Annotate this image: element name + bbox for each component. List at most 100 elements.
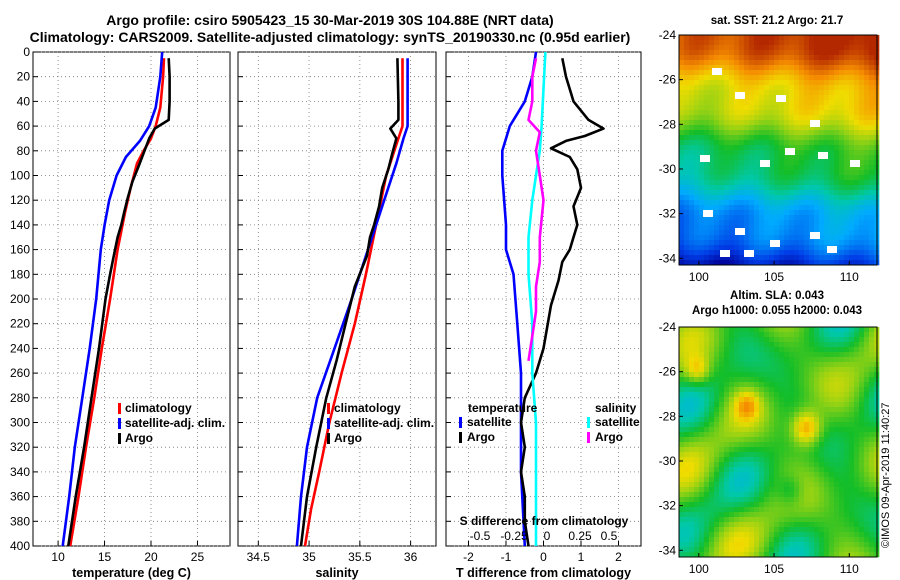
map-cell bbox=[749, 337, 755, 343]
map-cell bbox=[859, 397, 865, 403]
map-cell bbox=[834, 205, 840, 211]
map-cell bbox=[744, 457, 750, 463]
map-y-tick-label: -32 bbox=[659, 207, 677, 221]
map-cell bbox=[724, 70, 730, 76]
map-cell bbox=[679, 165, 685, 171]
map-cell bbox=[699, 342, 705, 348]
map-cell bbox=[799, 492, 805, 498]
map-cell bbox=[844, 412, 850, 418]
map-cell bbox=[719, 45, 725, 51]
map-cell bbox=[764, 347, 770, 353]
map-cell bbox=[689, 452, 695, 458]
map-cell bbox=[719, 332, 725, 338]
map-cell bbox=[704, 467, 710, 473]
map-y-tick-label: -24 bbox=[659, 28, 677, 42]
map-cell bbox=[744, 412, 750, 418]
map-cell bbox=[814, 255, 820, 261]
map-cell bbox=[854, 502, 860, 508]
map-cell bbox=[754, 517, 760, 523]
map-cell bbox=[834, 45, 840, 51]
map-cell bbox=[839, 542, 845, 548]
map-cell bbox=[729, 387, 735, 393]
map-cell bbox=[744, 372, 750, 378]
map-cell bbox=[759, 512, 765, 518]
map-cell bbox=[804, 250, 810, 256]
map-cell bbox=[739, 457, 745, 463]
map-cell bbox=[684, 422, 690, 428]
map-cell bbox=[809, 522, 815, 528]
map-cell bbox=[774, 210, 780, 216]
map-cell bbox=[834, 387, 840, 393]
map-cell bbox=[784, 337, 790, 343]
map-cell bbox=[804, 85, 810, 91]
map-cell bbox=[709, 372, 715, 378]
legend-swatch bbox=[459, 417, 462, 428]
map-cell bbox=[819, 80, 825, 86]
map-cell bbox=[704, 100, 710, 106]
map-cell bbox=[829, 100, 835, 106]
map-cloud-gap bbox=[720, 250, 730, 257]
map-cell bbox=[774, 200, 780, 206]
map-cell bbox=[689, 175, 695, 181]
map-cell bbox=[719, 210, 725, 216]
map-cell bbox=[829, 357, 835, 363]
map-cell bbox=[719, 497, 725, 503]
map-cell bbox=[789, 215, 795, 221]
map-cell bbox=[864, 155, 870, 161]
map-cell bbox=[859, 402, 865, 408]
map-cell bbox=[854, 260, 860, 266]
map-cell bbox=[679, 522, 685, 528]
map-cell bbox=[854, 195, 860, 201]
map-cell bbox=[739, 215, 745, 221]
x-tick-label: 35.5 bbox=[348, 550, 372, 564]
map-cell bbox=[684, 427, 690, 433]
map-cell bbox=[844, 105, 850, 111]
map-cell bbox=[764, 180, 770, 186]
map-cell bbox=[839, 517, 845, 523]
map-cell bbox=[834, 537, 840, 543]
map-cell bbox=[694, 165, 700, 171]
map-cell bbox=[814, 517, 820, 523]
map-cell bbox=[829, 145, 835, 151]
map-cell bbox=[814, 492, 820, 498]
map-cell bbox=[794, 135, 800, 141]
map-cell bbox=[769, 255, 775, 261]
map-cell bbox=[729, 367, 735, 373]
map-cell bbox=[804, 392, 810, 398]
map-cell bbox=[834, 160, 840, 166]
map-cell bbox=[809, 517, 815, 523]
y-tick-label: 40 bbox=[17, 94, 31, 108]
map-cell bbox=[769, 512, 775, 518]
map-cell bbox=[854, 80, 860, 86]
map-cell bbox=[779, 75, 785, 81]
map-cell bbox=[779, 377, 785, 383]
map-cell bbox=[734, 50, 740, 56]
map-cell bbox=[724, 255, 730, 261]
map-cell bbox=[849, 362, 855, 368]
map-cell bbox=[709, 397, 715, 403]
map-cell bbox=[854, 457, 860, 463]
map-cell bbox=[709, 165, 715, 171]
map-cell bbox=[799, 245, 805, 251]
map-cell bbox=[864, 220, 870, 226]
map-cell bbox=[804, 180, 810, 186]
map-cell bbox=[769, 90, 775, 96]
map-cell bbox=[719, 180, 725, 186]
map-cell bbox=[749, 487, 755, 493]
map-cell bbox=[689, 492, 695, 498]
map-cell bbox=[859, 180, 865, 186]
map-cell bbox=[729, 120, 735, 126]
map-cell bbox=[869, 542, 875, 548]
map-cell bbox=[839, 65, 845, 71]
map-cell bbox=[834, 110, 840, 116]
map-cell bbox=[739, 387, 745, 393]
map-cell bbox=[724, 452, 730, 458]
map-cell bbox=[704, 492, 710, 498]
map-cell bbox=[774, 487, 780, 493]
map-cell bbox=[769, 507, 775, 513]
map-cell bbox=[804, 477, 810, 483]
map-cell bbox=[844, 165, 850, 171]
map-cell bbox=[679, 35, 685, 41]
map-cell bbox=[819, 487, 825, 493]
map-cell bbox=[744, 75, 750, 81]
